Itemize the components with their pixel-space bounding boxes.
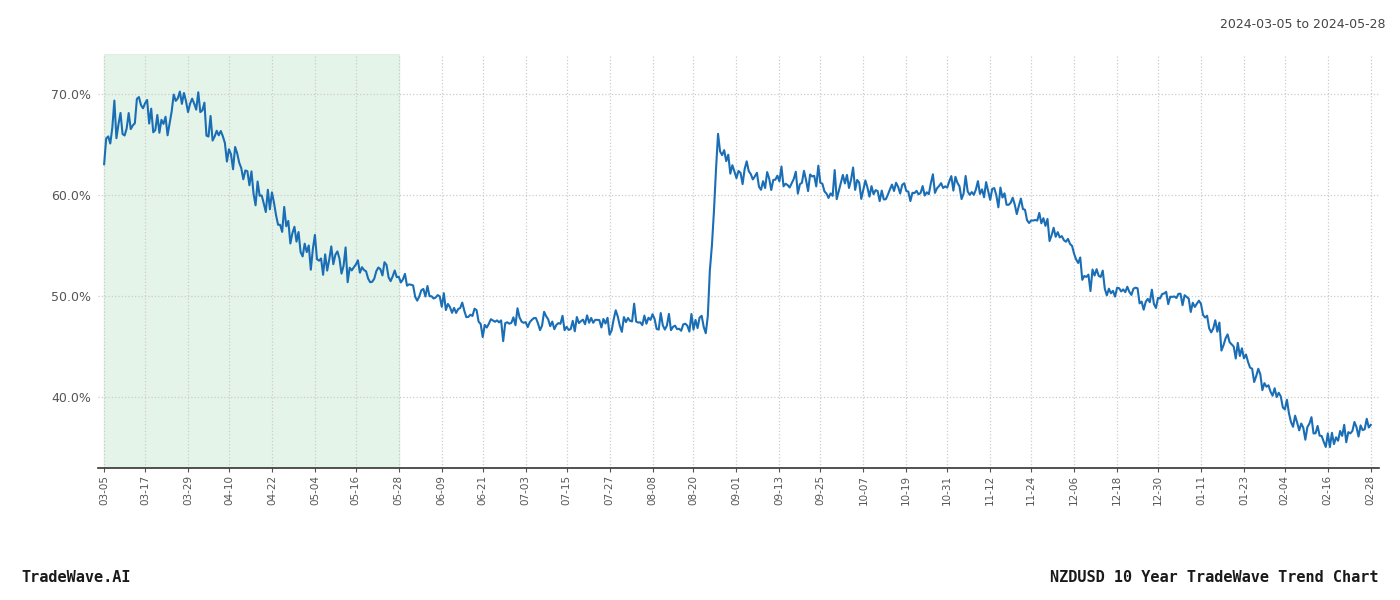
- Text: TradeWave.AI: TradeWave.AI: [21, 570, 130, 585]
- Bar: [104, 54, 399, 468]
- Text: 2024-03-05 to 2024-05-28: 2024-03-05 to 2024-05-28: [1221, 18, 1386, 31]
- Text: NZDUSD 10 Year TradeWave Trend Chart: NZDUSD 10 Year TradeWave Trend Chart: [1050, 570, 1379, 585]
